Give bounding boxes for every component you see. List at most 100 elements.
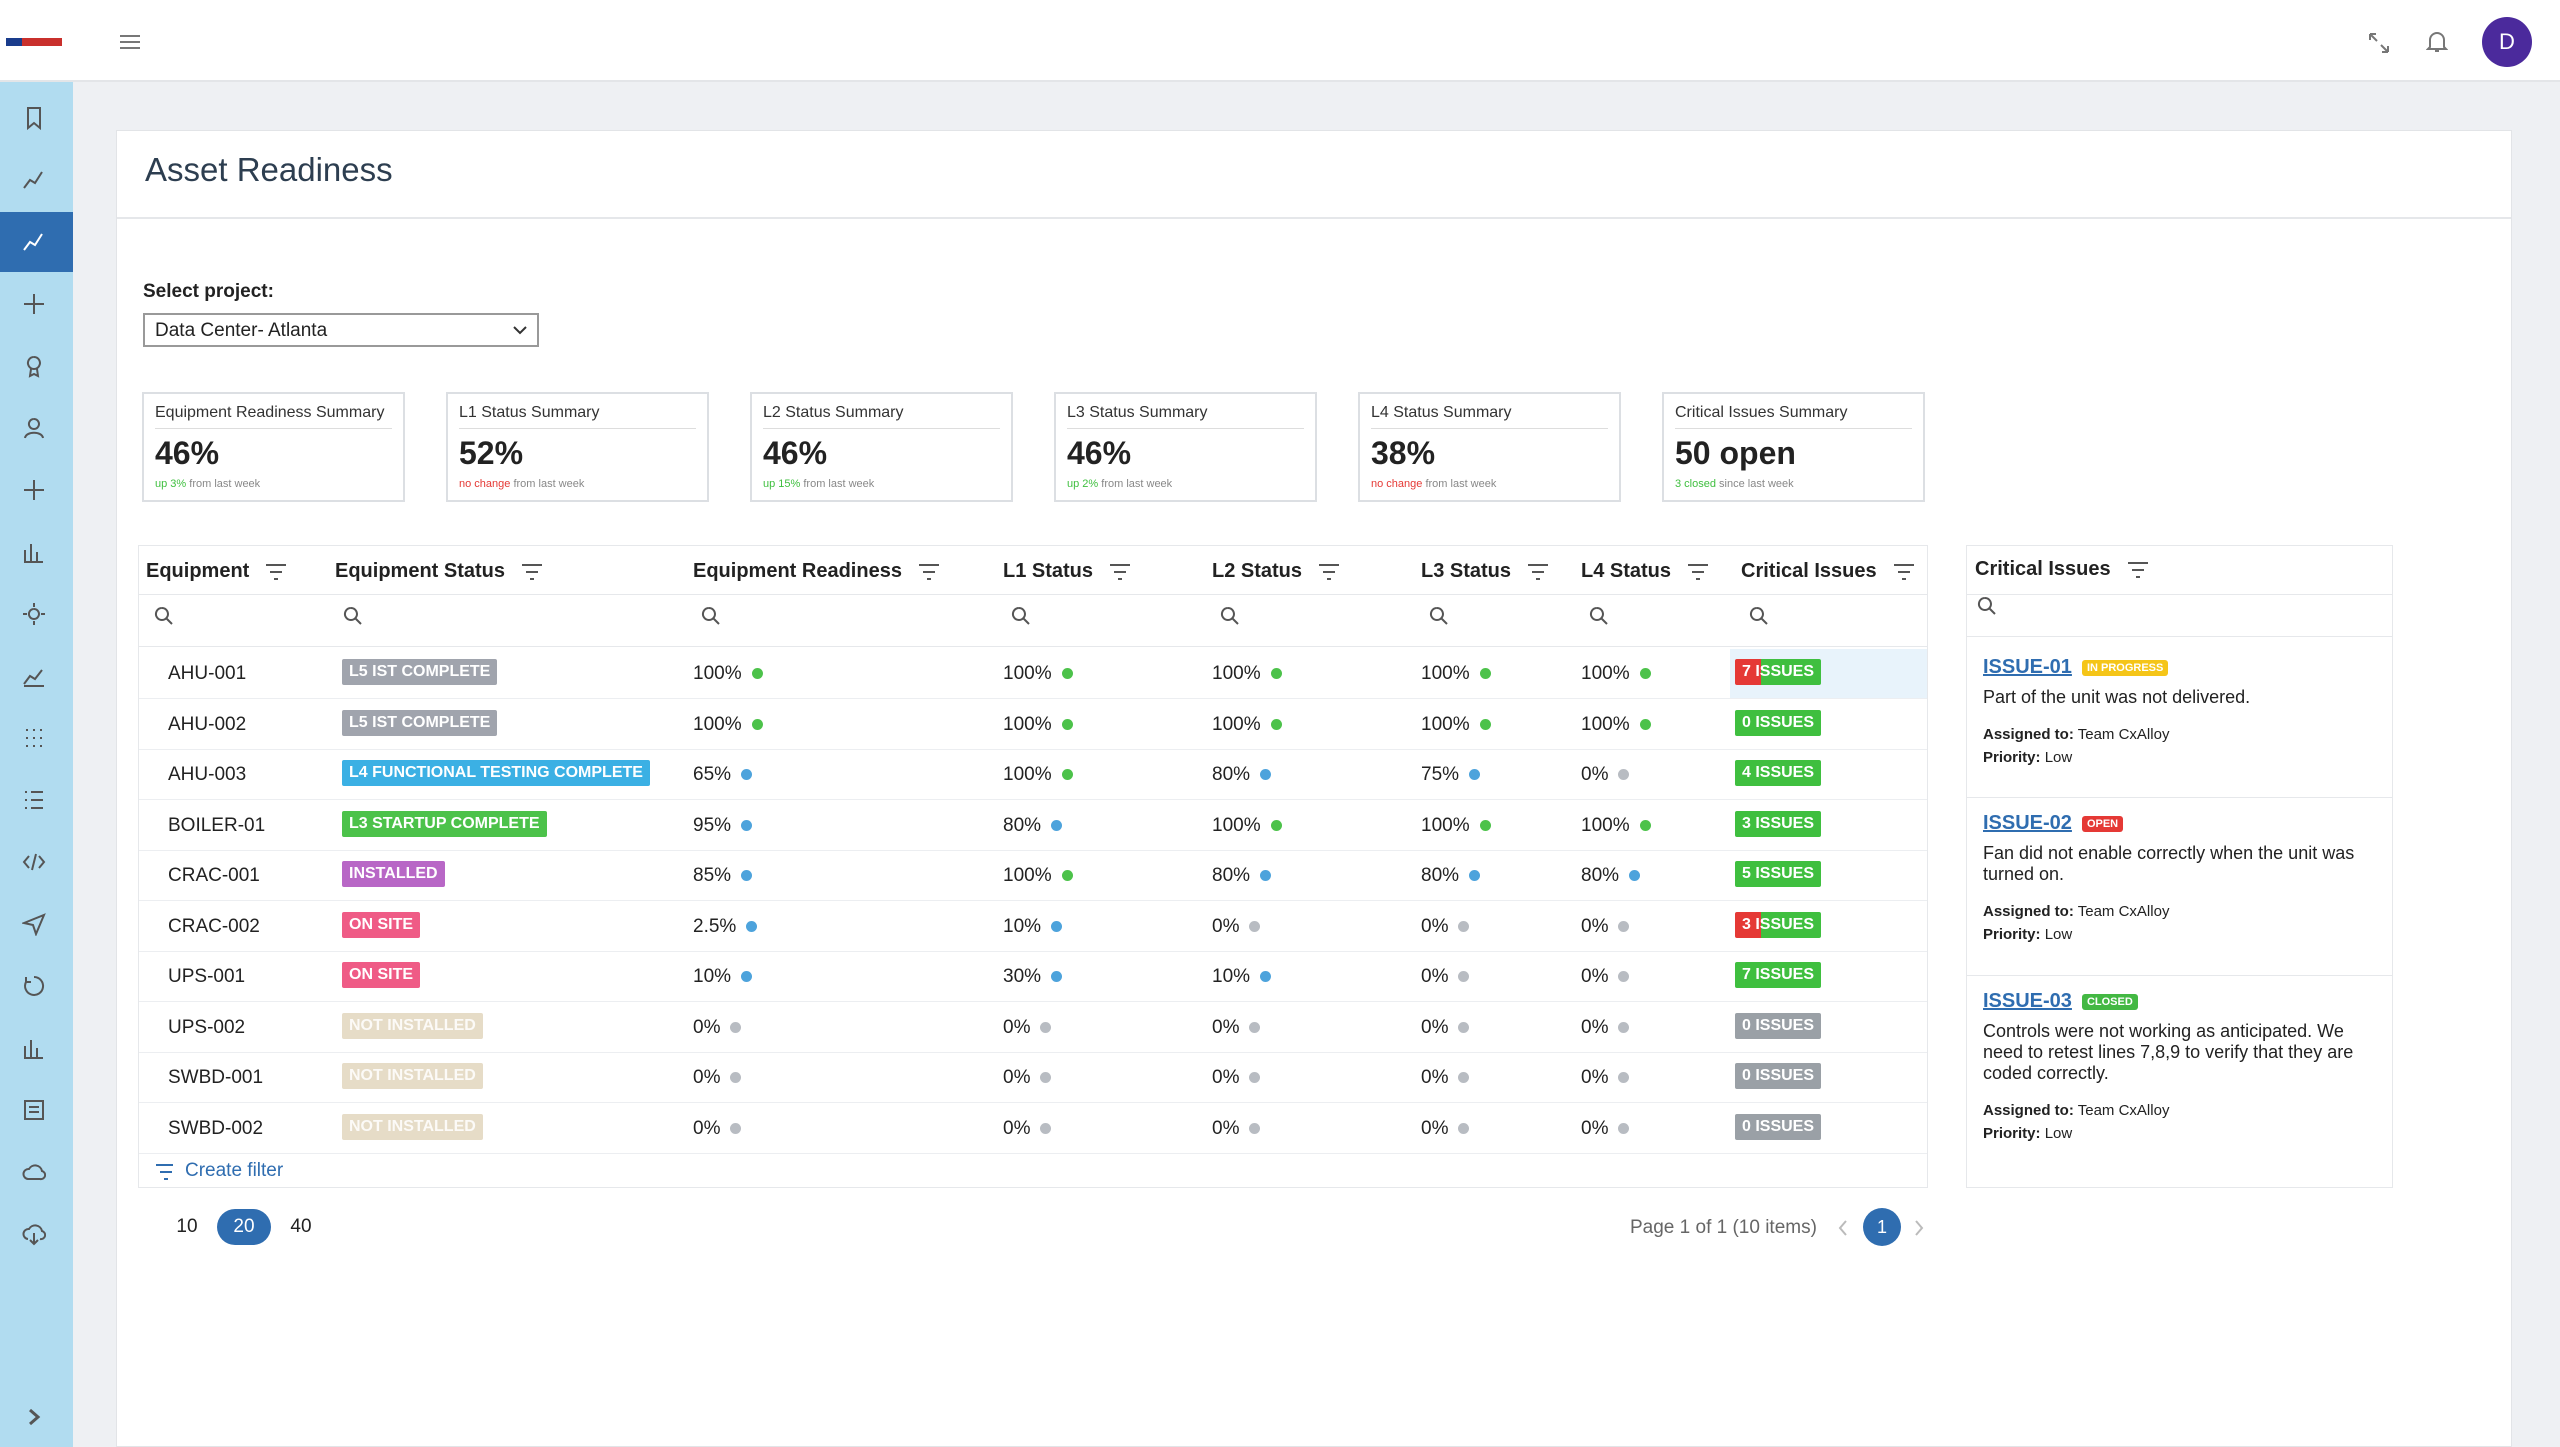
create-filter[interactable]: Create filter [155,1160,283,1182]
issues-badge[interactable]: 4 ISSUES [1735,760,1821,786]
equipment-name: AHU-001 [168,663,247,684]
issue-text: Fan did not enable correctly when the un… [1983,843,2355,884]
level-cell: 0% [693,1016,742,1039]
card-value: 46% [763,435,828,471]
issues-badge[interactable]: 0 ISSUES [1735,1113,1821,1140]
issue-id[interactable]: ISSUE-03 [1983,990,2072,1012]
issue-header: ISSUE-03 CLOSED [1983,990,2376,1013]
filter-icon[interactable] [1527,563,1549,581]
search-icon [701,607,720,625]
level-cell: 0% [1581,764,1630,786]
status-badge: L3 STARTUP COMPLETE [342,810,547,837]
filter-icon[interactable] [1893,563,1915,581]
level-value: 100% [1581,814,1630,836]
issue-id[interactable]: ISSUE-02 [1983,812,2072,834]
nav-icon[interactable] [22,1036,46,1060]
menu-icon[interactable] [120,34,140,50]
issue-id[interactable]: ISSUE-01 [1983,656,2072,678]
avatar[interactable]: D [2482,17,2532,67]
status-badge: NOT INSTALLED [342,1113,483,1140]
status-dot [1040,1122,1052,1134]
logo[interactable] [6,38,62,46]
select-label: Select project: [143,281,274,302]
filter-icon[interactable] [1687,563,1709,581]
issue-header: ISSUE-02 OPEN [1983,812,2376,835]
equipment-name: AHU-003 [168,764,247,785]
level-cell: 100% [1421,663,1491,685]
level-value: 0% [693,1067,721,1088]
level-cell: 100% [1421,714,1491,736]
page-size[interactable]: 10 [176,1216,198,1237]
nav-icon[interactable] [22,1160,46,1184]
page-size[interactable]: 40 [290,1216,312,1237]
nav-icon[interactable] [22,1098,46,1122]
card-change: up 15% [763,478,801,490]
issues-badge[interactable]: 0 ISSUES [1735,1012,1821,1039]
header-line [139,594,1927,595]
project-select[interactable]: Data Center- Atlanta [143,313,539,347]
equipment-name: CRAC-001 [168,865,260,886]
nav-icon[interactable] [22,664,46,688]
issues-badge[interactable]: 3 ISSUES [1735,810,1821,837]
card-title: L4 Status Summary [1371,404,1608,429]
assigned-value: Team CxAlloy [2077,903,2170,920]
nav-icon[interactable] [22,292,46,316]
level-value: 0% [1421,1016,1449,1038]
status-badge: L5 IST COMPLETE [342,709,498,736]
status-dot [1249,1122,1261,1134]
nav-icon[interactable] [22,726,46,750]
nav-icon[interactable] [22,912,46,936]
status-dot [1061,870,1073,882]
nav-icon[interactable] [22,540,46,564]
nav-icon[interactable] [22,230,46,254]
filter-icon [156,1164,173,1180]
issue-item: ISSUE-03 CLOSED Controls were not working … [1967,976,2392,1186]
level-cell: 0% [1581,966,1630,988]
status-dot [730,1021,742,1033]
issue-item: ISSUE-01 IN PROGRESS Part of the unit was … [1967,642,2392,798]
assigned-label: Assigned to: [1983,726,2074,743]
issue-status: OPEN [2081,815,2124,832]
page-size[interactable]: 20 [217,1209,271,1245]
filter-icon[interactable] [265,563,287,581]
issues-title: Critical Issues [1975,558,2111,580]
level-value: 100% [1003,865,1052,886]
table-row: AHU-003 L4 FUNCTIONAL TESTING COMPLETE 65%… [139,750,1927,800]
card-change: 3 closed [1675,478,1716,490]
nav-icon[interactable] [22,106,46,130]
issues-badge[interactable]: 7 ISSUES [1735,962,1821,988]
level-value: 0% [693,1016,721,1038]
status-dot [1629,870,1641,882]
filter-icon[interactable] [1109,563,1131,581]
nav-icon[interactable] [22,478,46,502]
nav-icon[interactable] [22,168,46,192]
filter-icon[interactable] [1318,563,1340,581]
issues-badge[interactable]: 0 ISSUES [1735,709,1821,736]
issues-badge[interactable]: 3 ISSUES [1735,911,1821,938]
table-row: CRAC-002 ON SITE 2.5% 10% 0% 0% 0% 3 ISSUES [139,902,1927,952]
issues-badge[interactable]: 5 ISSUES [1735,861,1821,887]
nav-icon[interactable] [22,788,46,812]
card-title: L3 Status Summary [1067,404,1304,429]
nav-icon[interactable] [22,1222,46,1246]
level-cell: 0% [1581,1067,1630,1089]
nav-icon[interactable] [22,416,46,440]
nav-icon[interactable] [22,850,46,874]
nav-icon[interactable] [22,354,46,378]
level-value: 10% [1212,966,1251,987]
bell-icon[interactable] [2426,30,2448,54]
nav-icon[interactable] [22,974,46,998]
nav-icon[interactable] [22,602,46,626]
fullscreen-icon[interactable] [2368,32,2390,54]
page-number[interactable]: 1 [1863,1208,1901,1246]
level-cell: 0% [1212,916,1261,938]
card-note: up 2% from last week [1067,478,1304,490]
filter-icon[interactable] [521,563,543,581]
issues-badge[interactable]: 7 ISSUES [1735,659,1821,685]
issues-badge[interactable]: 0 ISSUES [1735,1063,1821,1089]
status-dot [741,870,753,882]
filter-icon[interactable] [918,563,940,581]
search-icon [1589,607,1608,625]
status-dot [1618,1021,1630,1033]
